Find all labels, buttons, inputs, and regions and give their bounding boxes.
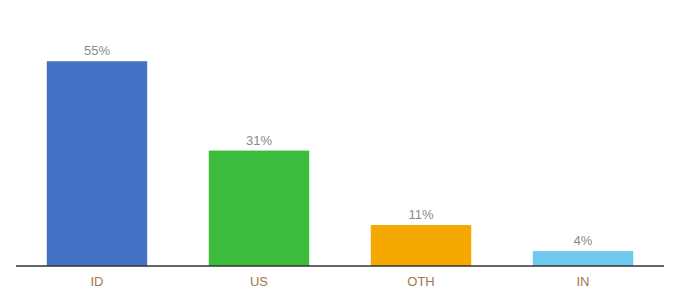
x-axis-labels: ID US OTH IN: [91, 274, 590, 289]
bar: [533, 251, 633, 266]
bar: [209, 151, 309, 266]
x-tick-label: IN: [577, 274, 590, 289]
x-tick-label: US: [250, 274, 268, 289]
data-labels: 55% 31% 11% 4%: [84, 43, 593, 248]
bar: [47, 61, 147, 266]
data-label: 55%: [84, 43, 110, 58]
chart-container: 55% 31% 11% 4% ID US OTH IN: [0, 0, 680, 300]
x-tick-label: ID: [91, 274, 104, 289]
x-tick-label: OTH: [407, 274, 434, 289]
bar: [371, 225, 471, 266]
bars: [47, 61, 633, 266]
data-label: 4%: [574, 233, 593, 248]
data-label: 31%: [246, 133, 272, 148]
data-label: 11%: [408, 207, 433, 222]
chart-svg: 55% 31% 11% 4% ID US OTH IN: [0, 0, 680, 300]
x-axis-line: [16, 265, 664, 267]
